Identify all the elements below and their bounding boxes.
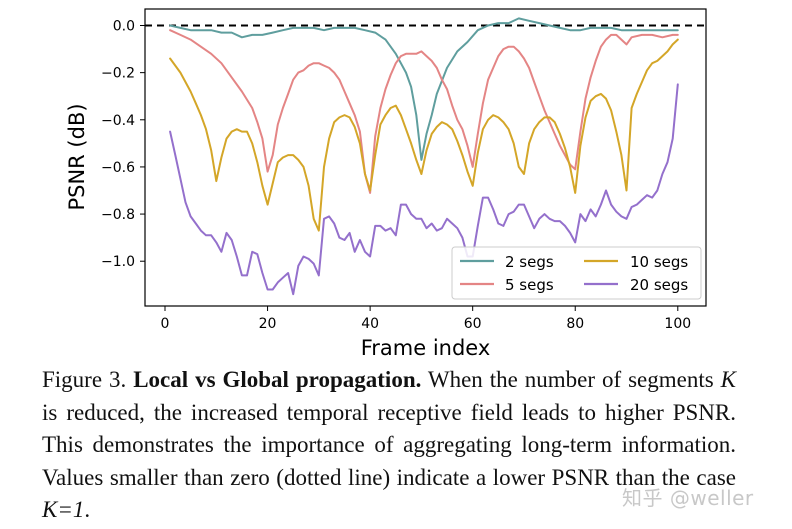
y-tick-label: −0.2 <box>101 66 135 82</box>
caption-title: Local vs Global propagation. <box>133 367 422 392</box>
y-tick-label: −0.4 <box>101 113 135 129</box>
caption-text-3: . <box>84 497 91 522</box>
series-layer <box>169 17 679 296</box>
y-tick-label: −0.6 <box>101 160 135 176</box>
legend-label-5-segs: 5 segs <box>505 276 554 294</box>
x-tick-label: 40 <box>361 316 379 332</box>
x-tick-label: 100 <box>664 316 691 332</box>
legend-box <box>451 246 702 300</box>
series-line-2-segs <box>169 17 679 161</box>
series-line-10-segs <box>169 38 679 232</box>
caption-figure-label: Figure 3. <box>42 367 127 392</box>
series-line-5-segs <box>169 29 679 194</box>
y-axis-label: PSNR (dB) <box>65 103 89 210</box>
legend: 2 segs 5 segs 10 segs 20 segs <box>451 246 702 300</box>
plot-frame <box>144 8 707 307</box>
x-tick-label: 20 <box>259 316 277 332</box>
y-tick-label: 0.0 <box>113 19 135 35</box>
x-tick-label: 60 <box>464 316 482 332</box>
caption-text-2: is reduced, the increased temporal recep… <box>42 399 736 490</box>
x-axis-label: Frame index <box>361 336 491 360</box>
legend-label-2-segs: 2 segs <box>505 253 554 271</box>
figure-caption: Figure 3. Local vs Global propagation. W… <box>42 364 736 527</box>
legend-label-10-segs: 10 segs <box>630 253 688 271</box>
caption-text-1: When the number of segments <box>427 367 714 392</box>
y-tick-label: −0.8 <box>101 207 135 223</box>
legend-label-20-segs: 20 segs <box>630 276 688 294</box>
axis-layer: 0 20 40 60 80 100 0.0 −0.2 −0.4 −0.6 −0.8 −1.0 <box>101 19 691 333</box>
caption-math-k: K <box>720 367 736 392</box>
x-tick-label: 0 <box>161 316 170 332</box>
caption-math-k-equals-1: K=1 <box>42 497 85 522</box>
series-line-20-segs <box>169 83 679 296</box>
x-tick-label: 80 <box>566 316 584 332</box>
y-tick-label: −1.0 <box>101 254 135 270</box>
watermark: 知乎 @weller <box>622 486 754 510</box>
